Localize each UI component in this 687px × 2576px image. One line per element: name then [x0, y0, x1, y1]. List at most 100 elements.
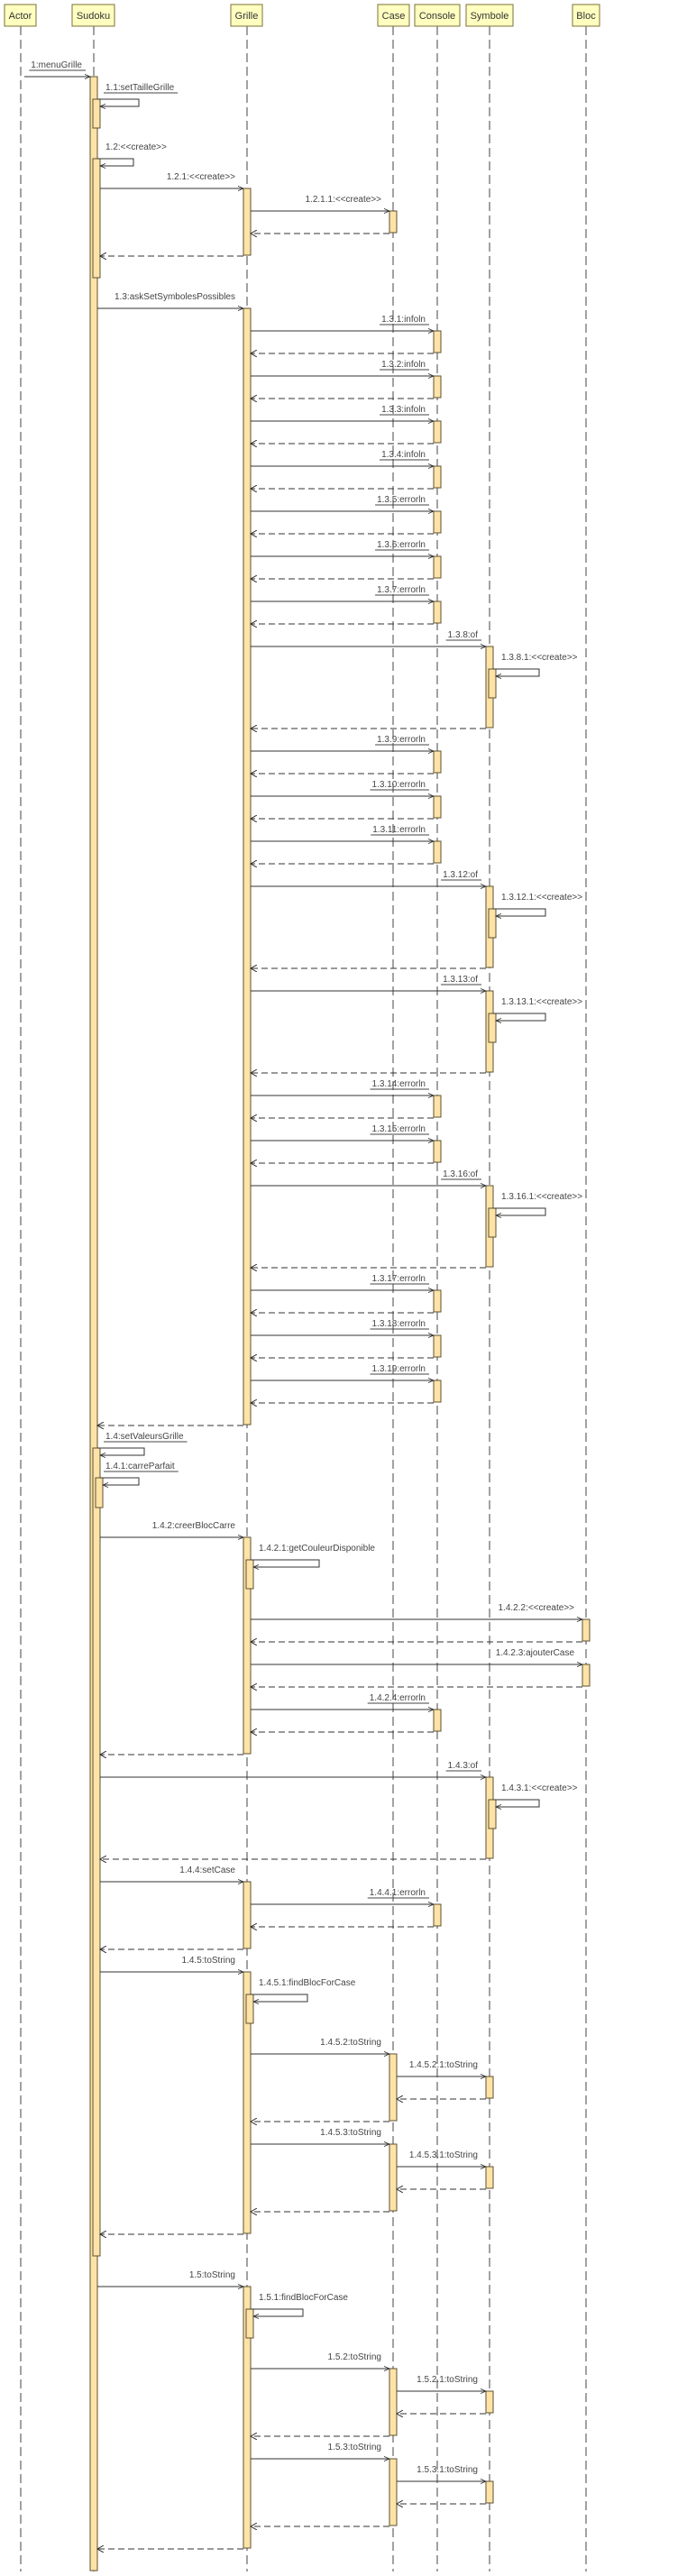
message-1-4-2-1-getcouleurdisponible: 1.4.2.1:getCouleurDisponible	[251, 1544, 375, 1567]
message-label: 1.4.4:setCase	[179, 1866, 235, 1875]
message-label: 1.4.5.3:toString	[320, 2128, 381, 2138]
self-call-arrow	[100, 1477, 140, 1485]
message-label: 1.3.2:infoln	[381, 360, 426, 370]
message-label: 1.3.11:errorln	[372, 825, 426, 835]
activation-bar	[433, 1095, 442, 1118]
activation-bar	[433, 375, 442, 399]
message-label: 1.4.1:carreParfait	[105, 1462, 175, 1471]
activation-bar	[488, 1207, 497, 1238]
message-1-menugrille: 1:menuGrille	[24, 60, 90, 77]
message-label: 1.3.6:errorln	[377, 540, 426, 550]
participant-box	[71, 4, 115, 27]
participant-box	[414, 4, 461, 27]
message-1-2-create-: 1.2:<<create>>	[97, 142, 167, 166]
message-label: 1.2.1:<<create>>	[167, 172, 235, 182]
message-1-5-3-1-tostring: 1.5.3.1:toString	[397, 2465, 486, 2481]
message-1-5-3-tostring: 1.5.3:toString	[251, 2443, 389, 2459]
activation-bar	[243, 2286, 252, 2549]
message-label: 1.3.19:errorln	[372, 1364, 426, 1374]
activation-bar	[433, 795, 442, 819]
message-label: 1.3.17:errorln	[372, 1274, 426, 1284]
activation-bar	[582, 1664, 591, 1687]
message-1-4-5-2-1-tostring: 1.4.5.2.1:toString	[397, 2060, 486, 2076]
message-1-3-5-errorln: 1.3.5:errorln	[251, 495, 434, 511]
self-call-arrow	[493, 908, 546, 916]
message-1-3-12-1-create-: 1.3.12.1:<<create>>	[493, 893, 582, 916]
message-1-4-2-3-ajoutercase: 1.4.2.3:ajouterCase	[251, 1648, 582, 1664]
message-label: 1.5.2:toString	[328, 2352, 381, 2362]
activation-bar	[433, 555, 442, 579]
activation-bar	[92, 158, 101, 279]
message-1-3-19-errorln: 1.3.19:errorln	[251, 1364, 434, 1380]
activation-bar	[243, 188, 252, 256]
activation-bar	[92, 1447, 101, 2257]
activation-bar	[433, 510, 442, 534]
participant-bloc: Bloc	[572, 4, 600, 2571]
message-label: 1.3.13:of	[443, 975, 478, 985]
message-1-3-16-of: 1.3.16:of	[251, 1169, 486, 1186]
message-label: 1.3.4:infoln	[381, 450, 426, 460]
message-label: 1.5.3.1:toString	[417, 2465, 478, 2475]
message-1-5-2-tostring: 1.5.2:toString	[251, 2352, 389, 2369]
message-label: 1.4.5.1:findBlocForCase	[259, 1978, 356, 1988]
message-1-5-tostring: 1.5:toString	[97, 2270, 243, 2287]
message-1-4-5-2-tostring: 1.4.5.2:toString	[251, 2038, 389, 2054]
message-label: 1.5.3:toString	[328, 2443, 381, 2452]
participant-name: Actor	[9, 11, 32, 22]
message-1-4-5-1-findblocforcase: 1.4.5.1:findBlocForCase	[251, 1978, 356, 2002]
message-1-2-1-create-: 1.2.1:<<create>>	[100, 172, 243, 188]
self-call-arrow	[97, 98, 140, 106]
message-label: 1.4.5.2:toString	[320, 2038, 381, 2048]
message-1-3-13-1-create-: 1.3.13.1:<<create>>	[493, 997, 582, 1021]
activation-bar	[485, 2166, 494, 2189]
activation-bar	[433, 1903, 442, 1927]
self-call-arrow	[493, 1013, 546, 1021]
activation-bar	[488, 1013, 497, 1043]
participant-symbole: Symbole	[465, 4, 514, 2571]
message-1-4-3-of: 1.4.3:of	[100, 1761, 486, 1777]
message-label: 1.5.1:findBlocForCase	[259, 2293, 348, 2303]
message-1-4-5-3-1-tostring: 1.4.5.3.1:toString	[397, 2150, 486, 2167]
activation-bar	[433, 1140, 442, 1163]
message-1-3-14-errorln: 1.3.14:errorln	[251, 1079, 434, 1095]
message-1-3-asksetsymbolespossibles: 1.3:askSetSymbolesPossibles	[97, 292, 243, 308]
activation-bar	[389, 2143, 398, 2212]
activation-bar	[433, 1380, 442, 1403]
self-call-arrow	[97, 158, 134, 166]
activation-bar	[485, 2076, 494, 2099]
participant-box	[4, 4, 37, 27]
message-1-3-15-errorln: 1.3.15:errorln	[251, 1124, 434, 1141]
message-1-3-8-1-create-: 1.3.8.1:<<create>>	[493, 653, 578, 676]
participant-box	[572, 4, 600, 27]
activation-bar	[389, 2053, 398, 2122]
self-call-arrow	[251, 1994, 308, 2002]
message-1-3-11-errorln: 1.3.11:errorln	[251, 825, 434, 841]
message-label: 1.4.2:creerBlocCarre	[152, 1521, 236, 1531]
activation-bar	[389, 2368, 398, 2436]
activation-bar	[243, 1881, 252, 1949]
activation-bar	[433, 1334, 442, 1358]
participant-box	[377, 4, 410, 27]
activation-bar	[433, 420, 442, 444]
message-1-4-2-2-create-: 1.4.2.2:<<create>>	[251, 1603, 582, 1619]
activation-bar	[243, 1536, 252, 1755]
activation-bar	[95, 1477, 104, 1508]
message-label: 1.4.2.3:ajouterCase	[496, 1648, 575, 1658]
self-call-arrow	[493, 668, 540, 676]
participant-name: Bloc	[576, 11, 596, 22]
message-label: 1.4.5.2.1:toString	[409, 2060, 478, 2070]
message-1-3-8-of: 1.3.8:of	[251, 630, 486, 646]
message-1-4-5-tostring: 1.4.5:toString	[100, 1956, 243, 1972]
message-label: 1.3.8:of	[448, 630, 479, 640]
message-label: 1.4.2.2:<<create>>	[498, 1603, 574, 1613]
message-1-4-2-4-errorln: 1.4.2.4:errorln	[251, 1693, 434, 1710]
activation-bar	[433, 1289, 442, 1313]
participant-box	[465, 4, 514, 27]
activation-bar	[488, 908, 497, 939]
message-1-3-3-infoln: 1.3.3:infoln	[251, 405, 434, 421]
activation-bar	[389, 2458, 398, 2526]
message-label: 1.3.18:errorln	[372, 1319, 426, 1329]
message-1-4-2-creerbloccarre: 1.4.2:creerBlocCarre	[100, 1521, 243, 1537]
message-1-3-6-errorln: 1.3.6:errorln	[251, 540, 434, 556]
